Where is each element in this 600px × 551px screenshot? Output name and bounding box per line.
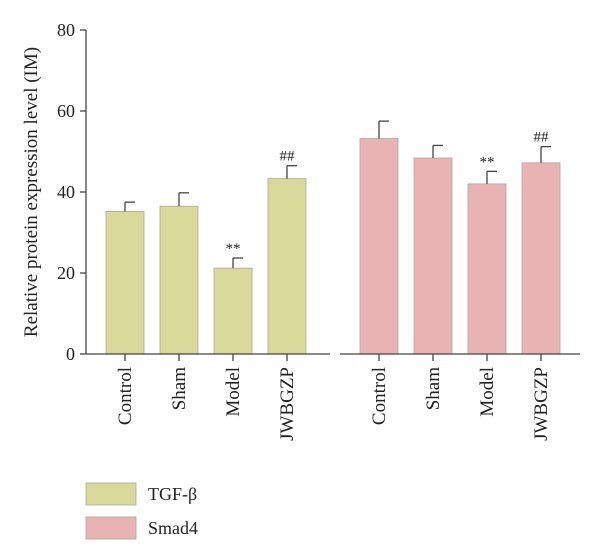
legend-swatch [85,482,137,506]
significance-marker: ** [480,154,495,170]
y-axis-label: Relative protein expression level (IM) [21,47,42,337]
x-tick-label: JWBGZP [277,367,298,441]
significance-marker: ## [280,149,296,165]
x-tick-label: Control [369,367,390,425]
y-tick-label: 40 [57,182,75,202]
x-tick-label: Sham [169,367,190,411]
x-tick-label: Model [477,367,498,417]
legend-label: TGF-β [148,484,197,504]
legend-label: Smad4 [148,518,198,538]
bar-tgf-beta-jwbgzp [267,178,307,355]
x-tick-label: Control [115,367,136,425]
y-tick-label: 80 [57,20,75,40]
bar-tgf-beta-sham [159,205,199,355]
bar-smad4-control [359,138,399,355]
y-tick-label: 0 [66,344,75,364]
y-tick-label: 60 [57,101,75,121]
bar-tgf-beta-control [105,211,145,355]
y-axis [80,29,580,361]
bar-smad4-sham [413,157,453,355]
x-tick-label: Model [223,367,244,417]
y-tick-label: 20 [57,263,75,283]
legend-swatch [85,516,137,540]
bar-tgf-beta-model [213,267,253,355]
legend: TGF-β Smad4 [85,482,198,540]
bars-layer: ** ## ** ## [105,120,561,355]
significance-marker: ** [226,241,241,257]
significance-marker: ## [534,130,550,146]
x-tick-label: Sham [423,367,444,411]
bar-smad4-model [467,183,507,355]
bar-smad4-jwbgzp [521,162,561,355]
tick-labels: 0 20 40 60 80 Control Sham Model JWBGZP Control Sh… [57,20,552,441]
x-tick-label: JWBGZP [531,367,552,441]
